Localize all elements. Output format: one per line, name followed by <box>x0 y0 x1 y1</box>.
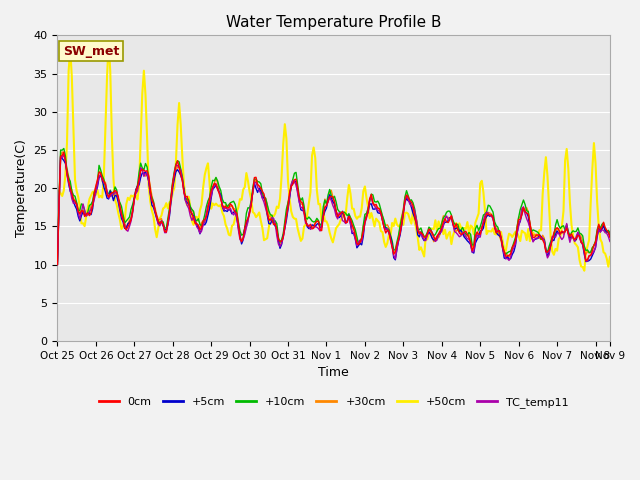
Title: Water Temperature Profile B: Water Temperature Profile B <box>226 15 442 30</box>
X-axis label: Time: Time <box>318 366 349 379</box>
Legend: 0cm, +5cm, +10cm, +30cm, +50cm, TC_temp11: 0cm, +5cm, +10cm, +30cm, +50cm, TC_temp1… <box>94 393 573 412</box>
Y-axis label: Temperature(C): Temperature(C) <box>15 139 28 237</box>
Text: SW_met: SW_met <box>63 45 119 58</box>
